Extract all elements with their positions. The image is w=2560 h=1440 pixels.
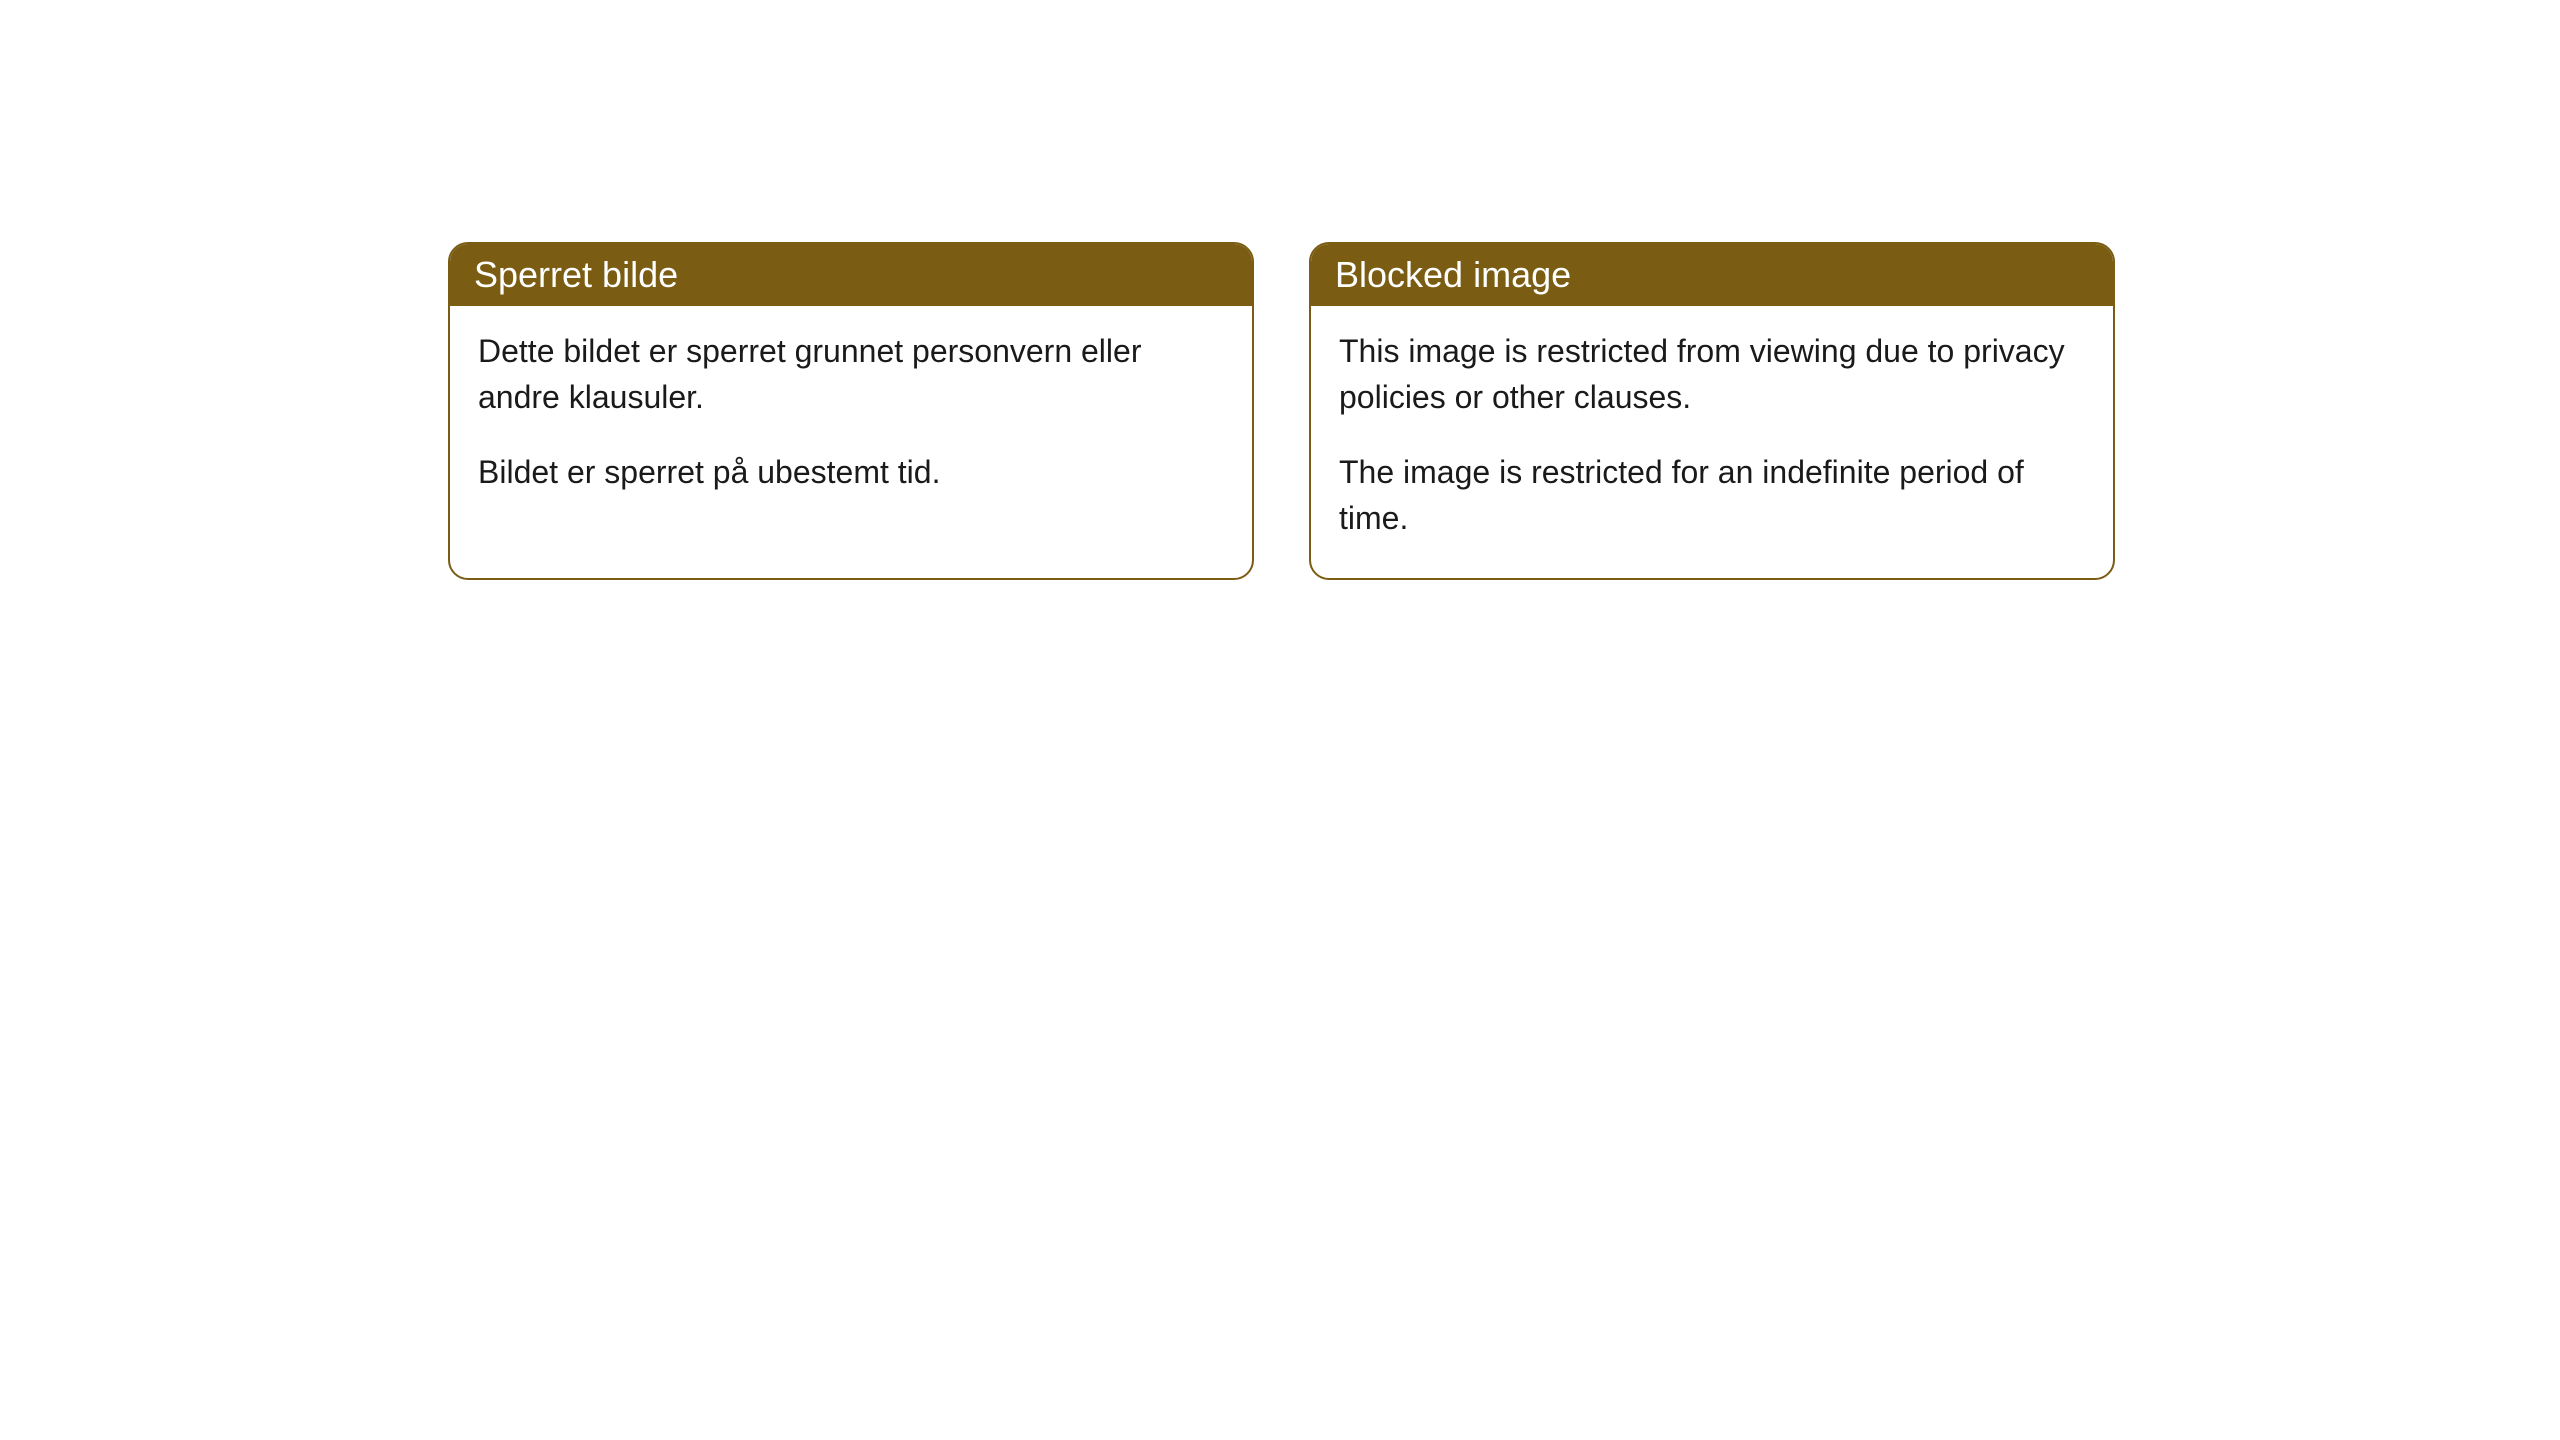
- notice-card-english: Blocked image This image is restricted f…: [1309, 242, 2115, 580]
- notice-card-norwegian: Sperret bilde Dette bildet er sperret gr…: [448, 242, 1254, 580]
- card-paragraph: The image is restricted for an indefinit…: [1339, 449, 2085, 542]
- card-paragraph: Dette bildet er sperret grunnet personve…: [478, 328, 1224, 421]
- card-title: Blocked image: [1335, 254, 1571, 295]
- card-paragraph: This image is restricted from viewing du…: [1339, 328, 2085, 421]
- card-body-norwegian: Dette bildet er sperret grunnet personve…: [450, 306, 1252, 531]
- notice-cards-container: Sperret bilde Dette bildet er sperret gr…: [0, 0, 2560, 580]
- card-title: Sperret bilde: [474, 254, 678, 295]
- card-header-norwegian: Sperret bilde: [450, 244, 1252, 306]
- card-paragraph: Bildet er sperret på ubestemt tid.: [478, 449, 1224, 495]
- card-body-english: This image is restricted from viewing du…: [1311, 306, 2113, 578]
- card-header-english: Blocked image: [1311, 244, 2113, 306]
